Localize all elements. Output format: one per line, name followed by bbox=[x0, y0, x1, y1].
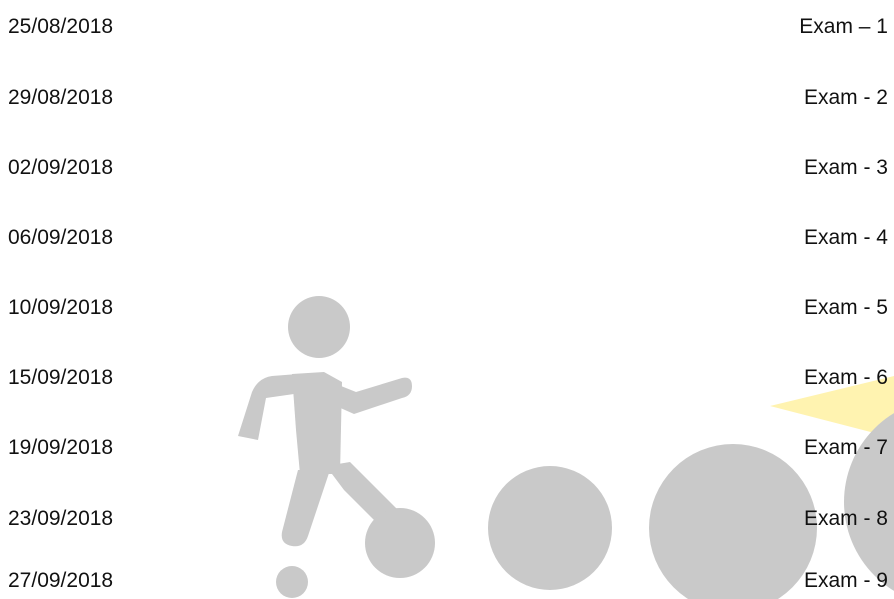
schedule-row: 02/09/2018 Exam - 3 bbox=[0, 153, 894, 183]
exam-date: 06/09/2018 bbox=[8, 226, 114, 249]
exam-label: Exam – 1 bbox=[799, 15, 888, 38]
exam-date: 27/09/2018 bbox=[8, 569, 114, 592]
kicking-person-figure bbox=[238, 296, 412, 547]
edge-circle-shape bbox=[844, 413, 894, 591]
exam-label: Exam - 9 bbox=[803, 569, 888, 592]
small-ball-shape bbox=[276, 566, 308, 598]
schedule-row: 06/09/2018 Exam - 4 bbox=[0, 223, 894, 253]
exam-label: Exam - 8 bbox=[803, 507, 888, 530]
yellow-triangle-shape bbox=[770, 376, 894, 438]
schedule-row: 27/09/2018 Exam - 9 bbox=[0, 566, 894, 596]
exam-date: 19/09/2018 bbox=[8, 436, 114, 459]
schedule-row: 29/08/2018 Exam - 2 bbox=[0, 83, 894, 113]
exam-label: Exam - 7 bbox=[803, 436, 888, 459]
exam-date: 02/09/2018 bbox=[8, 156, 114, 179]
large-circle-shape bbox=[649, 444, 817, 599]
exam-date: 23/09/2018 bbox=[8, 507, 114, 530]
schedule-row: 10/09/2018 Exam - 5 bbox=[0, 293, 894, 323]
exam-date: 10/09/2018 bbox=[8, 296, 114, 319]
exam-date: 29/08/2018 bbox=[8, 86, 114, 109]
exam-label: Exam - 6 bbox=[803, 366, 888, 389]
exam-label: Exam - 3 bbox=[803, 156, 888, 179]
schedule-row: 15/09/2018 Exam - 6 bbox=[0, 363, 894, 393]
medium-circle-shape bbox=[488, 466, 612, 590]
exam-date: 25/08/2018 bbox=[8, 15, 114, 38]
exam-date: 15/09/2018 bbox=[8, 366, 114, 389]
exam-label: Exam - 2 bbox=[803, 86, 888, 109]
exam-label: Exam - 4 bbox=[803, 226, 888, 249]
schedule-row: 25/08/2018 Exam – 1 bbox=[0, 12, 894, 42]
exam-label: Exam - 5 bbox=[803, 296, 888, 319]
schedule-row: 19/09/2018 Exam - 7 bbox=[0, 433, 894, 463]
schedule-row: 23/09/2018 Exam - 8 bbox=[0, 504, 894, 534]
soccer-ball-shape bbox=[365, 508, 435, 578]
